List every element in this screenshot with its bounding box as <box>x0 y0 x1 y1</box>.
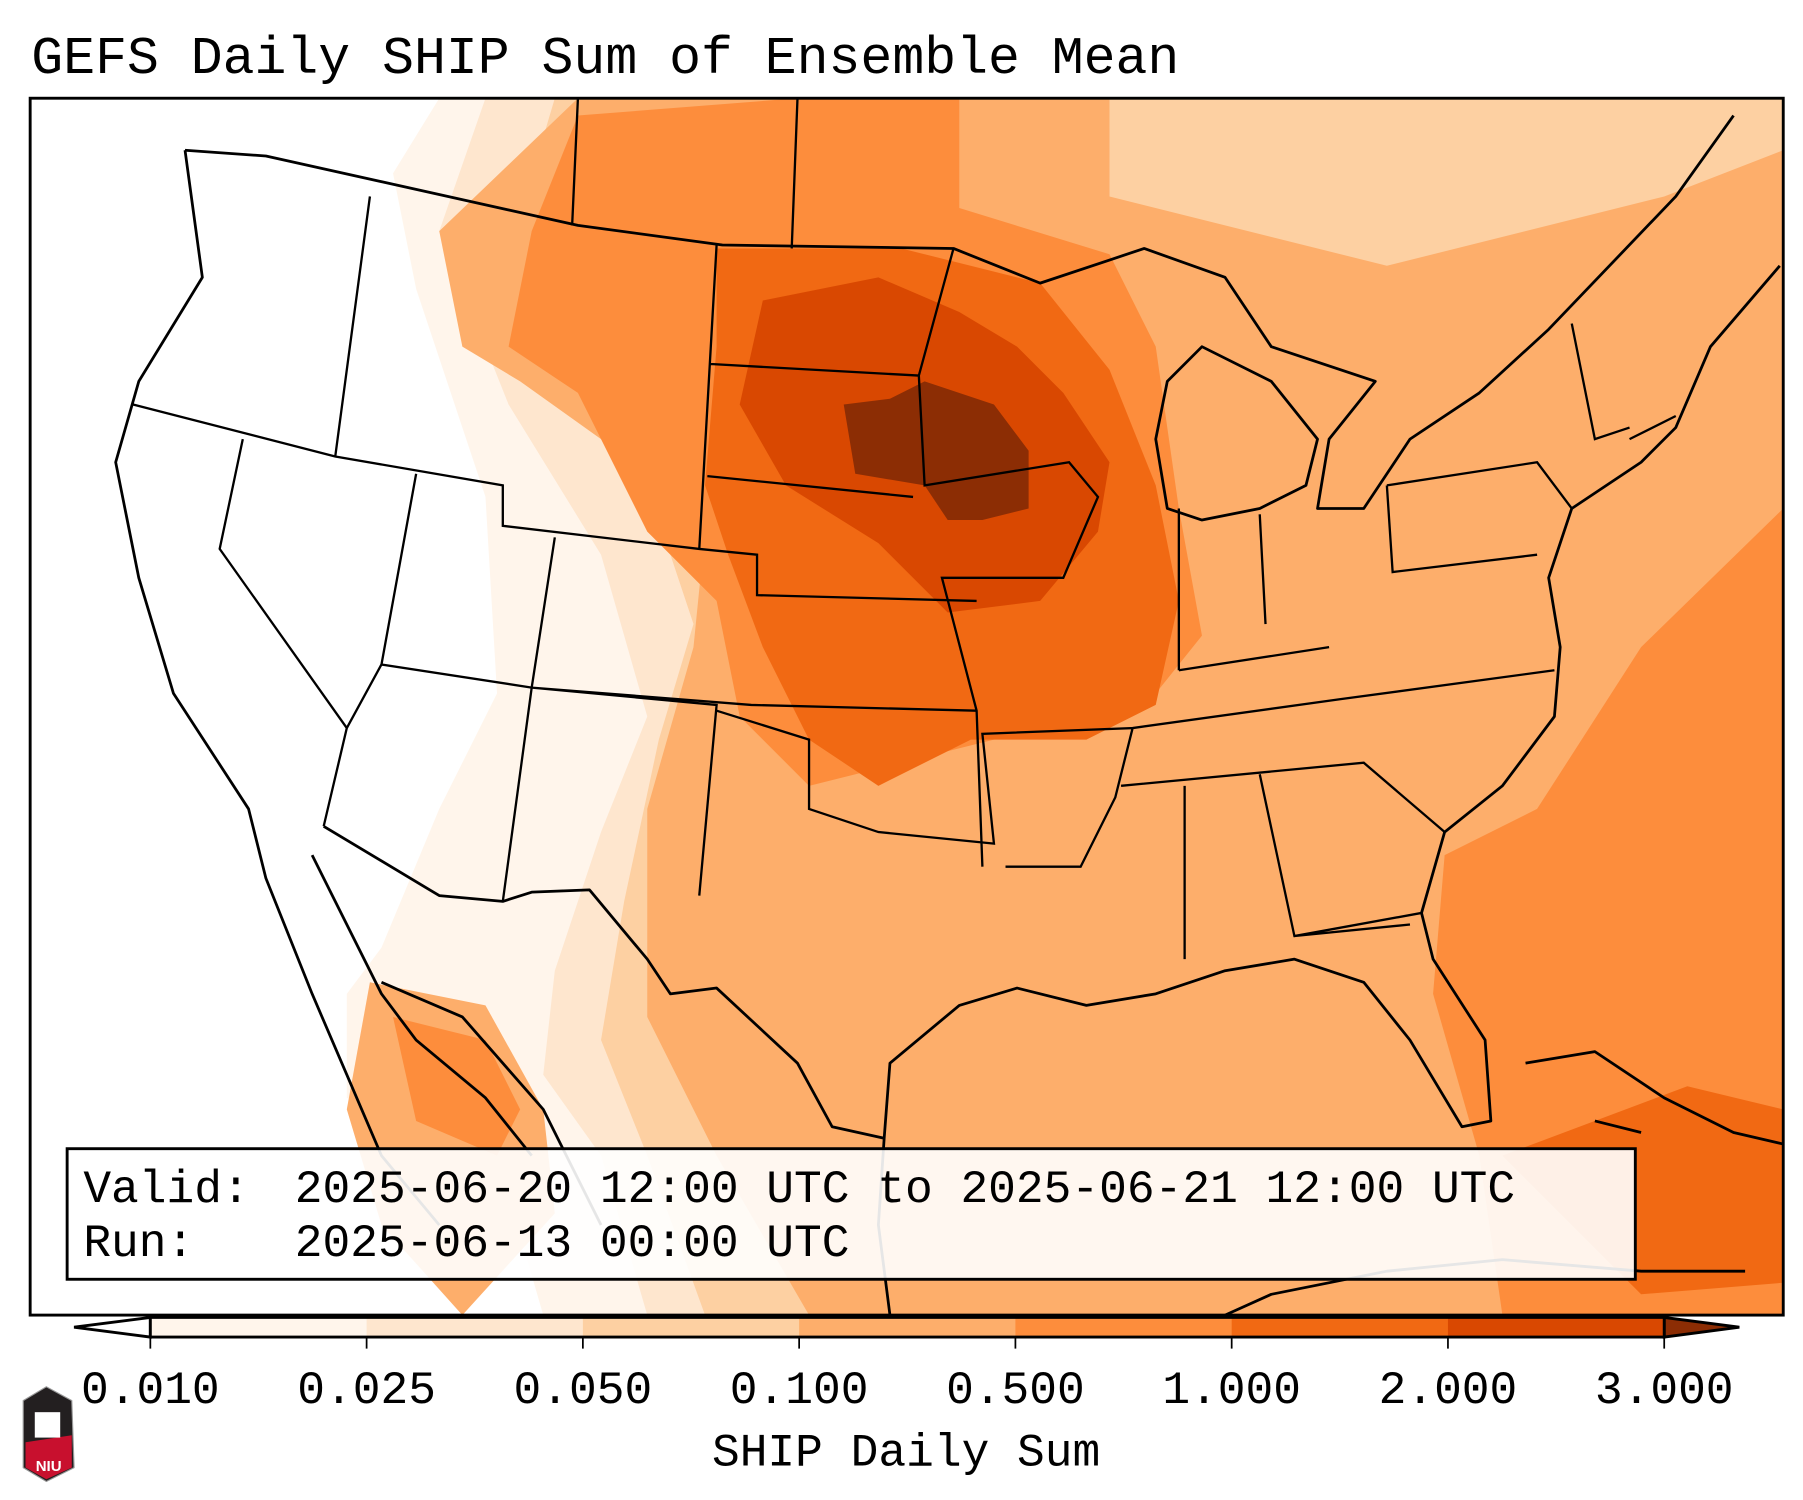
colorbar-bin <box>582 1317 800 1338</box>
colorbar: 0.010 0.025 0.050 0.100 0.500 1.000 2.000 3.000 <box>73 1315 1740 1417</box>
state-lines <box>132 98 1677 960</box>
info-box: Valid: 2025-06-20 12:00 UTC to 2025-06-2… <box>65 1147 1637 1281</box>
niu-logo-text: NIU <box>36 1458 62 1475</box>
colorbar-tick-label: 0.050 <box>514 1365 653 1417</box>
colorbar-under-extend <box>73 1315 152 1339</box>
colorbar-bin <box>1447 1317 1665 1338</box>
colorbar-tick-label: 0.100 <box>730 1365 869 1417</box>
map-frame <box>28 96 1785 1317</box>
colorbar-tick-label: 0.010 <box>81 1365 220 1417</box>
run-value: 2025-06-13 00:00 UTC <box>295 1218 850 1270</box>
colorbar-tick-label: 0.500 <box>946 1365 1085 1417</box>
niu-logo: NIU <box>22 1386 75 1483</box>
colorbar-over-extend <box>1662 1315 1740 1339</box>
colorbar-bin <box>150 1317 368 1338</box>
colorbar-bin <box>799 1317 1016 1338</box>
valid-label: Valid: <box>83 1164 249 1216</box>
tower-icon <box>34 1412 61 1438</box>
run-label: Run: <box>83 1218 194 1270</box>
valid-value: 2025-06-20 12:00 UTC to 2025-06-21 12:00… <box>295 1164 1515 1216</box>
colorbar-bin <box>1015 1317 1233 1338</box>
colorbar-tick-label: 1.000 <box>1162 1365 1301 1417</box>
colorbar-bin <box>1231 1317 1449 1338</box>
colorbar-outline <box>148 1315 1666 1339</box>
colorbar-bin <box>366 1317 584 1338</box>
ship-shading <box>346 98 1784 1316</box>
map-panel: Valid: 2025-06-20 12:00 UTC to 2025-06-2… <box>30 98 1784 1316</box>
colorbar-tick-label: 2.000 <box>1379 1365 1518 1417</box>
figure-title: GEFS Daily SHIP Sum of Ensemble Mean <box>31 29 1179 89</box>
colorbar-tick-label: 0.025 <box>297 1365 436 1417</box>
colorbar-label: SHIP Daily Sum <box>712 1427 1100 1479</box>
colorbar-tick-label: 3.000 <box>1595 1365 1734 1417</box>
